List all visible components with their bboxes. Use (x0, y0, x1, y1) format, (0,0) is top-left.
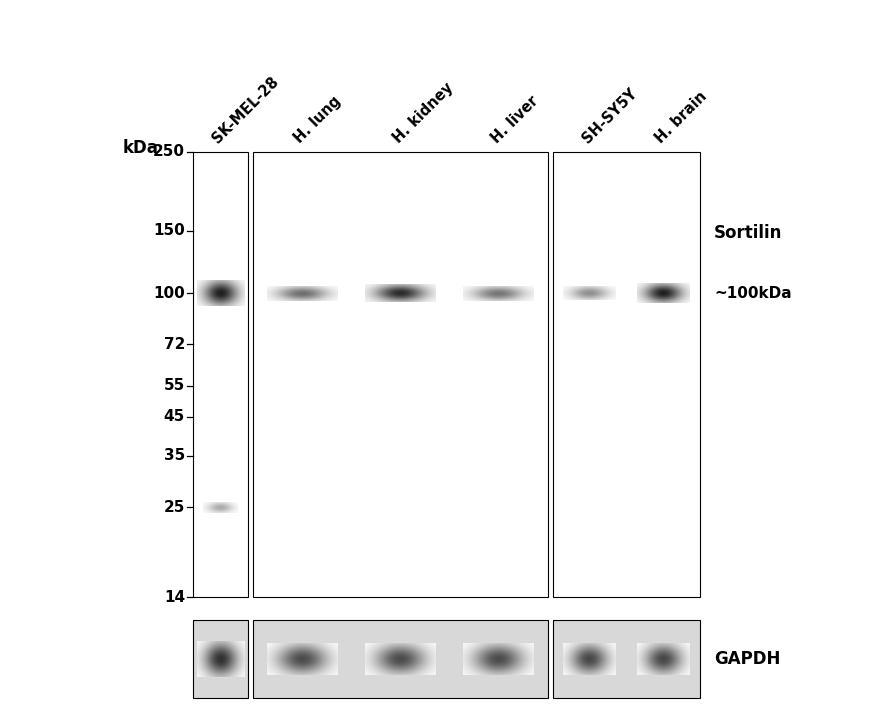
Text: 55: 55 (163, 378, 185, 393)
Text: H. liver: H. liver (488, 93, 541, 146)
Text: Sortilin: Sortilin (714, 224, 782, 242)
Text: SK-MEL-28: SK-MEL-28 (210, 74, 282, 146)
Text: 250: 250 (153, 145, 185, 159)
Text: GAPDH: GAPDH (714, 650, 781, 668)
Text: H. lung: H. lung (291, 93, 345, 146)
Bar (553, 620, 700, 698)
Text: 150: 150 (154, 224, 185, 239)
Text: 72: 72 (163, 337, 185, 352)
Text: H. brain: H. brain (653, 88, 710, 146)
Text: 100: 100 (154, 286, 185, 301)
Text: SH-SY5Y: SH-SY5Y (579, 85, 639, 146)
Text: kDa: kDa (123, 139, 158, 157)
Bar (253, 152, 548, 597)
Bar (193, 152, 248, 597)
Bar (253, 620, 548, 698)
Text: H. kidney: H. kidney (390, 80, 456, 146)
Text: 14: 14 (164, 590, 185, 604)
Bar (193, 620, 248, 698)
Text: 25: 25 (163, 500, 185, 515)
Text: 45: 45 (163, 409, 185, 424)
Bar (553, 152, 700, 597)
Text: 35: 35 (163, 448, 185, 463)
Text: ~100kDa: ~100kDa (714, 286, 791, 301)
